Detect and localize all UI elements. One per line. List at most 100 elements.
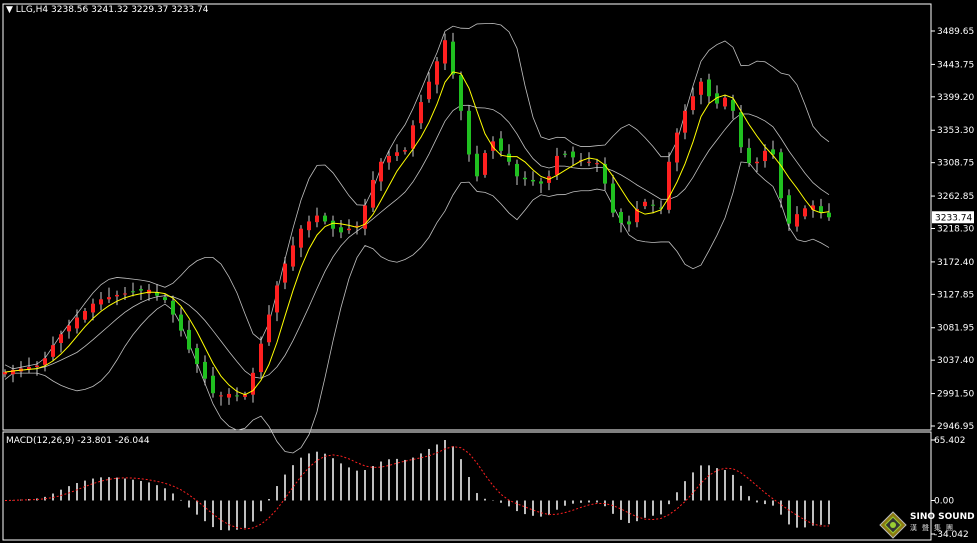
candle-body: [27, 367, 31, 370]
candle-body: [35, 365, 39, 368]
candle-body: [179, 314, 183, 331]
candle-body: [739, 112, 743, 148]
price-tick-label: 3489.65: [937, 27, 974, 37]
candle-body: [331, 220, 335, 229]
candle-body: [203, 361, 207, 379]
candle-body: [771, 149, 775, 155]
candle-body: [51, 345, 55, 357]
candle-body: [763, 150, 767, 162]
candles: [3, 32, 831, 406]
candle-body: [147, 289, 151, 294]
candle-body: [395, 152, 399, 156]
price-tick-label: 3218.30: [937, 225, 974, 235]
watermark-chinese: 漢聲集團: [910, 524, 958, 532]
dropdown-triangle-icon[interactable]: ▼: [6, 5, 13, 15]
candle-body: [651, 204, 655, 206]
candle-body: [595, 163, 599, 165]
candle-body: [435, 61, 439, 85]
candle-body: [115, 294, 119, 297]
candle-body: [515, 163, 519, 177]
candle-body: [307, 221, 311, 231]
candle-body: [563, 153, 567, 155]
macd-tick-label: 0.00: [934, 497, 954, 507]
candle-body: [811, 205, 815, 210]
candle-body: [827, 212, 831, 218]
candle-body: [691, 96, 695, 111]
candle-body: [163, 297, 167, 301]
candle-body: [747, 147, 751, 164]
candle-body: [379, 161, 383, 182]
candle-body: [619, 211, 623, 223]
candle-body: [587, 161, 591, 163]
candle-body: [91, 303, 95, 313]
candle-body: [299, 228, 303, 248]
candle-body: [755, 161, 759, 164]
candle-body: [251, 372, 255, 395]
bollinger-lower: [4, 161, 830, 454]
candle-body: [339, 227, 343, 233]
candle-body: [11, 369, 15, 375]
watermark-logo: SINO SOUND 漢聲集團: [878, 510, 977, 540]
candle-body: [43, 358, 47, 365]
candle-body: [107, 297, 111, 300]
macd-signal-line: [4, 446, 830, 530]
price-tick-label: 3127.85: [937, 290, 974, 300]
candle-body: [715, 93, 719, 104]
candle-body: [267, 314, 271, 343]
candle-body: [803, 208, 807, 217]
candle-body: [427, 81, 431, 100]
candle-body: [499, 138, 503, 151]
price-tick-label: 3399.20: [937, 93, 974, 103]
watermark-name: SINO SOUND: [910, 512, 975, 522]
price-tick-label: 3262.85: [937, 192, 974, 202]
candle-body: [779, 152, 783, 199]
candle-body: [539, 181, 543, 184]
candle-body: [659, 207, 663, 209]
bollinger-middle: [4, 104, 830, 379]
candle-body: [83, 310, 87, 320]
bollinger-upper: [4, 22, 830, 370]
candle-body: [363, 205, 367, 229]
candle-body: [123, 293, 127, 295]
candle-body: [459, 75, 463, 111]
candle-body: [819, 206, 823, 213]
candle-body: [387, 155, 391, 163]
candle-body: [139, 289, 143, 291]
candle-body: [731, 99, 735, 111]
candle-body: [235, 395, 239, 397]
candle-body: [59, 334, 63, 343]
candle-body: [699, 81, 703, 95]
candle-body: [411, 125, 415, 149]
candle-body: [187, 329, 191, 350]
candle-body: [99, 299, 103, 305]
candle-body: [523, 177, 527, 180]
last-price-marker: [932, 211, 974, 224]
candle-body: [531, 179, 535, 182]
candle-body: [211, 375, 215, 394]
price-tick-label: 2946.95: [937, 422, 974, 432]
price-tick-label: 3443.75: [937, 60, 974, 70]
candle-body: [667, 161, 671, 210]
candle-body: [475, 153, 479, 177]
candle-body: [555, 155, 559, 175]
candle-body: [643, 201, 647, 207]
symbol-label: LLG,H4: [15, 5, 49, 15]
candle-body: [323, 215, 327, 222]
candle-body: [787, 195, 791, 224]
price-axis: 3489.65 3443.75 3399.20 3353.30 3308.75 3262.…: [931, 27, 974, 540]
diamond-logo-icon: [879, 511, 907, 539]
price-tick-label: 3353.30: [937, 126, 974, 136]
candle-body: [611, 183, 615, 213]
candle-body: [75, 317, 79, 329]
candle-body: [491, 141, 495, 151]
ohlc-values: 3238.56 3241.32 3229.37 3233.74: [51, 5, 209, 15]
candle-body: [371, 179, 375, 208]
candle-body: [171, 300, 175, 315]
macd-values: -23.801 -26.044: [77, 436, 150, 446]
macd-name: MACD(12,26,9): [6, 436, 75, 446]
candle-body: [67, 325, 71, 332]
ma-line: [4, 71, 830, 396]
macd-panel-frame: [2, 431, 932, 541]
candle-body: [259, 343, 263, 373]
